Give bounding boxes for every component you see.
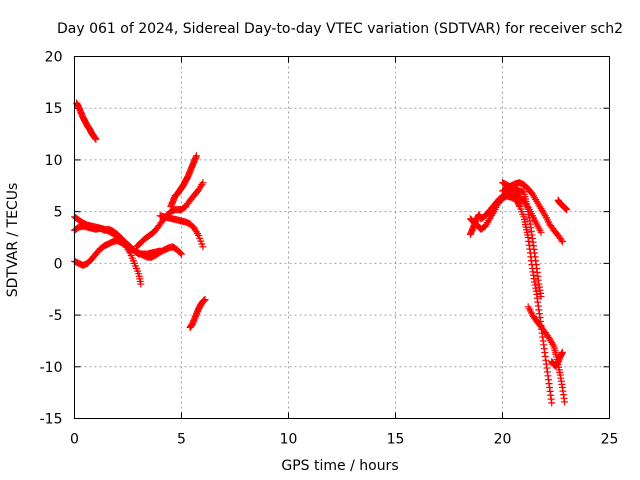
- series-arc-15: [554, 196, 571, 214]
- y-tick-label: 15: [45, 101, 63, 117]
- x-tick-label: 25: [601, 432, 619, 448]
- data-point: [557, 236, 565, 244]
- series-arc-5: [133, 179, 207, 251]
- series-arc-7: [156, 212, 207, 251]
- data-point: [176, 249, 184, 257]
- data-points: [71, 99, 571, 407]
- y-tick-label: -5: [49, 308, 63, 324]
- series-arc-14: [548, 348, 566, 370]
- series-arc-6: [167, 152, 200, 210]
- data-point: [558, 238, 566, 246]
- y-tick-label: -10: [40, 360, 63, 376]
- y-tick-label: -15: [40, 412, 63, 428]
- series-arc-1: [73, 99, 100, 143]
- data-point: [92, 135, 100, 143]
- data-point: [548, 399, 556, 407]
- y-tick-label: 0: [54, 256, 63, 272]
- plot-frame: [74, 56, 610, 419]
- x-tick-label: 15: [387, 432, 405, 448]
- y-tick-label: 5: [54, 205, 63, 221]
- data-point: [561, 398, 569, 406]
- series-arc-10: [466, 192, 556, 407]
- y-tick-label: 20: [45, 50, 63, 66]
- data-point: [563, 206, 571, 214]
- data-point: [537, 228, 545, 236]
- series-arc-3: [71, 222, 145, 288]
- data-point: [137, 280, 145, 288]
- data-point: [537, 292, 545, 300]
- data-point: [192, 152, 200, 160]
- data-point: [199, 179, 207, 187]
- data-point: [178, 250, 185, 258]
- x-tick-label: 20: [494, 432, 512, 448]
- data-point: [201, 296, 209, 304]
- y-tick-label: 10: [45, 153, 63, 169]
- series-arc-4: [71, 237, 185, 269]
- chart-title: Day 061 of 2024, Sidereal Day-to-day VTE…: [57, 21, 623, 37]
- x-tick-label: 5: [177, 432, 186, 448]
- x-axis-label: GPS time / hours: [281, 458, 398, 474]
- series-arc-12: [499, 179, 566, 246]
- series-arc-11: [499, 179, 545, 300]
- data-point: [558, 348, 566, 356]
- y-axis-label: SDTVAR / TECUs: [5, 183, 21, 298]
- series-arc-8: [186, 296, 209, 331]
- x-tick-label: 0: [70, 432, 79, 448]
- x-tick-label: 10: [280, 432, 298, 448]
- data-point: [199, 243, 207, 251]
